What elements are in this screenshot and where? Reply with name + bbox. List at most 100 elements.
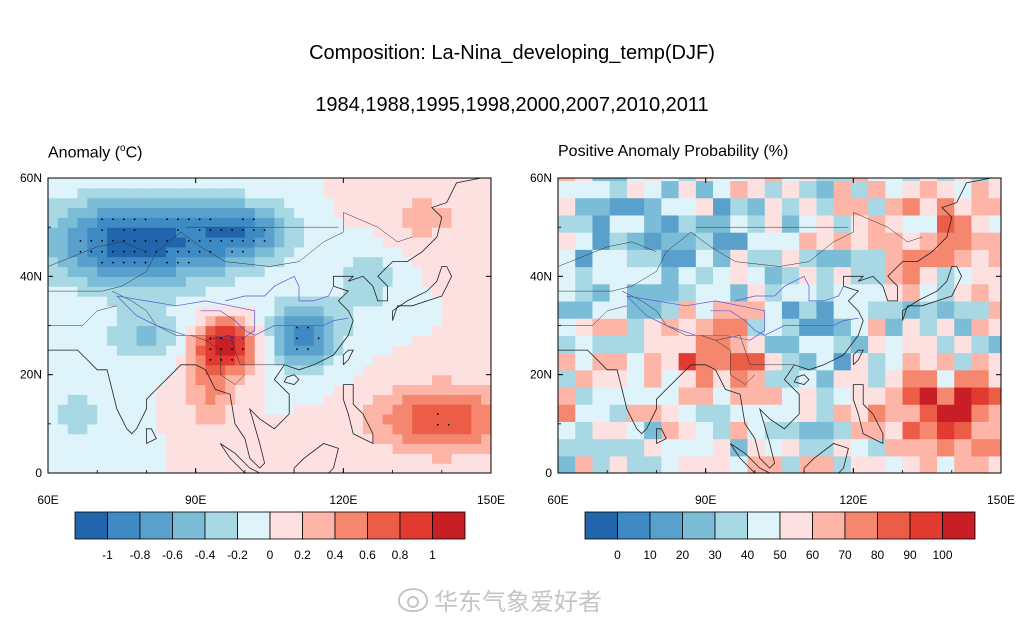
- grid-cell: [116, 187, 128, 199]
- grid-cell: [919, 386, 938, 405]
- grid-cell: [195, 355, 207, 366]
- grid-cell: [392, 246, 403, 258]
- grid-cell: [116, 433, 128, 445]
- grid-cell: [313, 197, 325, 209]
- grid-cell: [87, 423, 98, 435]
- grid-cell: [919, 214, 938, 233]
- grid-cell: [294, 305, 305, 317]
- grid-cell: [412, 355, 423, 366]
- grid-cell: [48, 296, 59, 307]
- grid-cell: [244, 374, 256, 386]
- grid-cell: [392, 227, 403, 238]
- grid-cell: [323, 305, 335, 317]
- grid-cell: [431, 256, 443, 268]
- grid-cell: [954, 318, 973, 336]
- grid-cell: [67, 315, 79, 327]
- grid-cell: [747, 249, 766, 268]
- grid-cell: [730, 214, 749, 233]
- grid-cell: [48, 256, 59, 268]
- grid-cell: [264, 266, 276, 277]
- grid-cell: [626, 300, 645, 319]
- grid-cell: [215, 227, 226, 238]
- grid-cell: [781, 214, 800, 233]
- grid-cell: [323, 394, 335, 405]
- grid-cell: [284, 296, 295, 307]
- grid-cell: [461, 237, 472, 248]
- grid-cell: [126, 178, 138, 189]
- grid-cell: [644, 232, 662, 250]
- grid-cell: [431, 404, 443, 415]
- stipple-dot: [447, 423, 450, 426]
- grid-cell: [937, 283, 955, 302]
- grid-cell: [343, 374, 354, 386]
- grid-cell: [156, 237, 167, 248]
- grid-cell: [244, 237, 256, 248]
- grid-cell: [136, 207, 148, 218]
- grid-cell: [294, 178, 305, 189]
- watermark: 华东气象爱好者: [398, 582, 602, 617]
- grid-cell: [323, 178, 335, 189]
- grid-cell: [471, 374, 482, 386]
- grid-cell: [919, 283, 938, 302]
- grid-cell: [195, 374, 207, 386]
- grid-cell: [87, 443, 98, 454]
- grid-cell: [363, 335, 374, 346]
- grid-cell: [422, 207, 433, 218]
- grid-cell: [48, 187, 59, 199]
- grid-cell: [284, 187, 295, 199]
- stipple-dot: [220, 337, 223, 340]
- grid-cell: [422, 453, 433, 464]
- grid-cell: [77, 433, 88, 445]
- grid-cell: [954, 438, 973, 457]
- grid-cell: [713, 249, 731, 268]
- grid-cell: [225, 443, 236, 454]
- grid-cell: [87, 325, 98, 336]
- grid-cell: [954, 214, 973, 233]
- grid-cell: [850, 352, 869, 371]
- grid-cell: [695, 404, 714, 422]
- grid-cell: [333, 364, 344, 376]
- grid-cell: [126, 374, 138, 386]
- grid-cell: [412, 443, 423, 454]
- grid-cell: [422, 433, 433, 445]
- grid-cell: [48, 246, 59, 258]
- stipple-dot: [101, 261, 103, 264]
- grid-cell: [166, 414, 177, 425]
- grid-cell: [343, 394, 354, 405]
- grid-cell: [402, 404, 413, 415]
- grid-cell: [87, 207, 98, 218]
- grid-cell: [97, 335, 108, 346]
- grid-cell: [274, 286, 285, 297]
- grid-cell: [97, 423, 108, 435]
- grid-cell: [244, 433, 256, 445]
- grid-cell: [156, 207, 167, 218]
- grid-cell: [225, 335, 236, 346]
- grid-cell: [481, 207, 491, 218]
- grid-cell: [937, 180, 955, 199]
- grid-cell: [902, 232, 921, 250]
- grid-cell: [471, 256, 482, 268]
- rivers: [116, 275, 349, 341]
- grid-cell: [781, 178, 800, 182]
- grid-cell: [343, 463, 354, 473]
- grid-cell: [678, 455, 697, 473]
- left-title-sup: o: [120, 143, 126, 154]
- grid-cell: [575, 249, 594, 268]
- grid-cell: [644, 180, 662, 199]
- grid-cell: [254, 217, 266, 228]
- grid-cell: [816, 438, 835, 457]
- grid-cell: [215, 187, 226, 199]
- grid-cell: [382, 315, 394, 327]
- stipple-dot: [296, 348, 298, 350]
- grid-cell: [412, 187, 423, 199]
- grid-cell: [254, 374, 266, 386]
- grid-cell: [146, 237, 157, 248]
- grid-cell: [333, 315, 344, 327]
- grid-cell: [382, 443, 394, 454]
- grid-cell: [48, 374, 59, 386]
- grid-cell: [392, 384, 403, 395]
- stipple-dot: [209, 218, 212, 221]
- grid-cell: [323, 197, 335, 209]
- grid-cell: [303, 335, 315, 346]
